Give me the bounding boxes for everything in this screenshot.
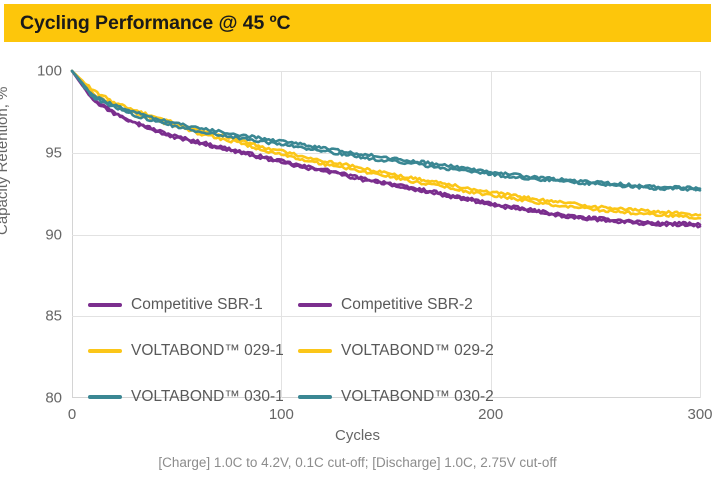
legend-row: VOLTABOND™ 030-1 VOLTABOND™ 030-2 [88,374,508,420]
legend-item-label: VOLTABOND™ 029-2 [341,342,494,359]
title-banner: Cycling Performance @ 45 ºC [4,4,711,42]
legend-color-swatch [298,349,332,353]
gridline-horizontal [72,234,700,236]
y-tick-label: 80 [45,389,62,407]
x-tick-label: 200 [478,406,504,423]
legend-item[interactable]: VOLTABOND™ 029-1 [88,342,298,360]
chart-legend: Competitive SBR-1 Competitive SBR-2 VOLTAB… [88,282,508,420]
gridline-vertical [700,71,701,398]
legend-item[interactable]: VOLTABOND™ 030-1 [88,388,298,406]
gridline-vertical [490,71,492,398]
x-axis-title: Cycles [334,427,380,444]
y-tick-label: 100 [36,62,62,80]
series-line [70,69,702,229]
page-title: Cycling Performance @ 45 ºC [20,11,291,34]
legend-item-label: VOLTABOND™ 029-1 [131,342,284,359]
legend-color-swatch [298,395,332,399]
x-tick-label: 100 [268,406,294,423]
legend-item[interactable]: VOLTABOND™ 029-2 [298,342,508,360]
series-line [70,69,702,217]
x-tick-label: 0 [67,406,77,423]
legend-color-swatch [88,349,122,353]
series-layer [70,69,702,229]
legend-item-label: VOLTABOND™ 030-2 [341,388,494,405]
legend-item-label: Competitive SBR-1 [131,296,263,313]
series-line [70,69,702,226]
legend-row: Competitive SBR-1 Competitive SBR-2 [88,282,508,328]
legend-item-label: VOLTABOND™ 030-1 [131,388,284,405]
legend-item[interactable]: VOLTABOND™ 030-2 [298,388,508,406]
y-tick-label: 95 [45,144,62,162]
gridline-vertical [281,71,283,398]
legend-row: VOLTABOND™ 029-1 VOLTABOND™ 029-2 [88,328,508,374]
series-line [70,69,702,192]
y-tick-label: 90 [45,226,62,243]
gridline-horizontal [72,316,700,318]
y-tick-label: 85 [45,307,62,325]
legend-item[interactable]: Competitive SBR-2 [298,296,508,314]
gridline-horizontal [72,71,700,72]
series-line [70,69,702,220]
legend-item[interactable]: Competitive SBR-1 [88,296,298,314]
legend-color-swatch [298,303,332,307]
gridline-horizontal [72,152,700,154]
legend-color-swatch [88,303,122,307]
legend-item-label: Competitive SBR-2 [341,296,473,313]
series-line [70,69,702,191]
x-tick-label: 300 [687,406,713,423]
footer-caption: [Charge] 1.0C to 4.2V, 0.1C cut-off; [Di… [158,455,557,470]
legend-color-swatch [88,395,122,399]
